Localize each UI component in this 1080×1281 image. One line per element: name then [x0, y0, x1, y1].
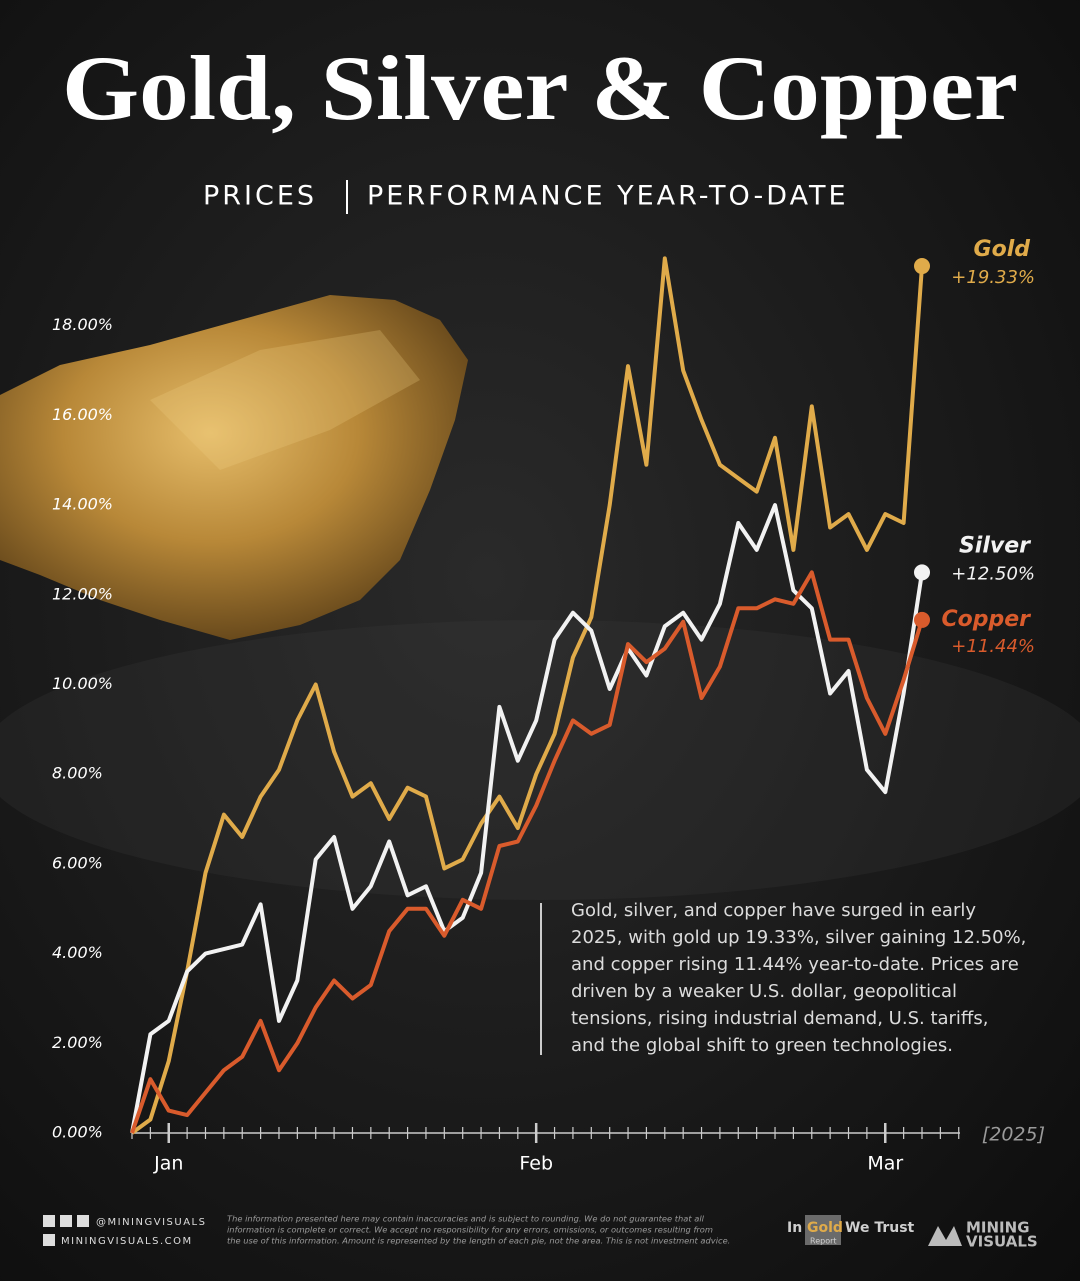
brand-logo: VISUALS	[966, 1233, 1038, 1251]
chart-title: Gold, Silver & Copper	[62, 37, 1018, 139]
end-point	[914, 564, 930, 581]
footer: @MININGVISUALS MININGVISUALS.COM The inf…	[43, 1214, 1038, 1251]
end-point	[914, 611, 930, 628]
series-label: Silver	[959, 533, 1031, 558]
annotation: Gold, silver, and copper have surged in …	[571, 900, 976, 921]
partner-logo: In	[787, 1220, 802, 1236]
web-icon	[43, 1234, 55, 1246]
x-tick-label: Feb	[519, 1153, 553, 1175]
series-label: Copper	[941, 607, 1031, 632]
disclaimer: information is complete or correct. We a…	[227, 1225, 713, 1235]
social-icon	[43, 1215, 55, 1227]
brand-logo: MINING	[966, 1219, 1030, 1237]
annotation: driven by a weaker U.S. dollar, geopolit…	[571, 981, 957, 1002]
year-label: [2025]	[982, 1124, 1045, 1146]
y-tick-label: 10.00%	[52, 674, 113, 693]
series-value-label: +19.33%	[951, 267, 1035, 288]
series-line	[130, 503, 924, 1134]
nugget-highlight	[150, 330, 420, 470]
series-line	[130, 570, 924, 1134]
y-tick-label: 16.00%	[52, 405, 113, 424]
series-value-label: +11.44%	[951, 636, 1035, 657]
brand-icon	[928, 1226, 962, 1246]
y-tick-label: 0.00%	[52, 1123, 103, 1142]
disclaimer: the use of this information. Amount is r…	[227, 1236, 730, 1246]
partner-logo: Gold	[807, 1220, 843, 1236]
y-tick-label: 4.00%	[52, 943, 103, 962]
annotation: and copper rising 11.44% year-to-date. P…	[571, 954, 1019, 975]
x-tick-label: Mar	[867, 1153, 903, 1175]
social-icon	[77, 1215, 89, 1227]
series-label: Gold	[974, 237, 1031, 262]
y-tick-label: 12.00%	[52, 584, 113, 603]
y-tick-label: 6.00%	[52, 853, 103, 872]
partner-logo: We Trust	[845, 1220, 915, 1236]
annotation: tensions, rising industrial demand, U.S.…	[571, 1008, 988, 1029]
partner-box	[805, 1215, 841, 1245]
footer-handle: @MININGVISUALS	[96, 1217, 206, 1228]
y-tick-label: 18.00%	[52, 315, 113, 334]
annotation: 2025, with gold up 19.33%, silver gainin…	[571, 927, 1026, 948]
annotation: and the global shift to green technologi…	[571, 1035, 953, 1056]
y-tick-label: 8.00%	[52, 764, 103, 783]
background-surface	[0, 620, 1080, 900]
disclaimer: The information presented here may conta…	[227, 1214, 705, 1224]
subtitle: PRICES	[203, 181, 317, 212]
end-point	[914, 258, 930, 275]
partner-logo: Report	[810, 1237, 837, 1246]
social-icon	[60, 1215, 72, 1227]
footer-website: MININGVISUALS.COM	[61, 1236, 193, 1247]
x-tick-label: Jan	[153, 1153, 183, 1175]
series-value-label: +12.50%	[951, 563, 1035, 584]
gold-nugget	[0, 295, 468, 640]
subtitle: PERFORMANCE YEAR-TO-DATE	[367, 181, 849, 212]
y-tick-label: 2.00%	[52, 1033, 103, 1052]
series-line	[130, 256, 924, 1135]
y-tick-label: 14.00%	[52, 495, 113, 514]
